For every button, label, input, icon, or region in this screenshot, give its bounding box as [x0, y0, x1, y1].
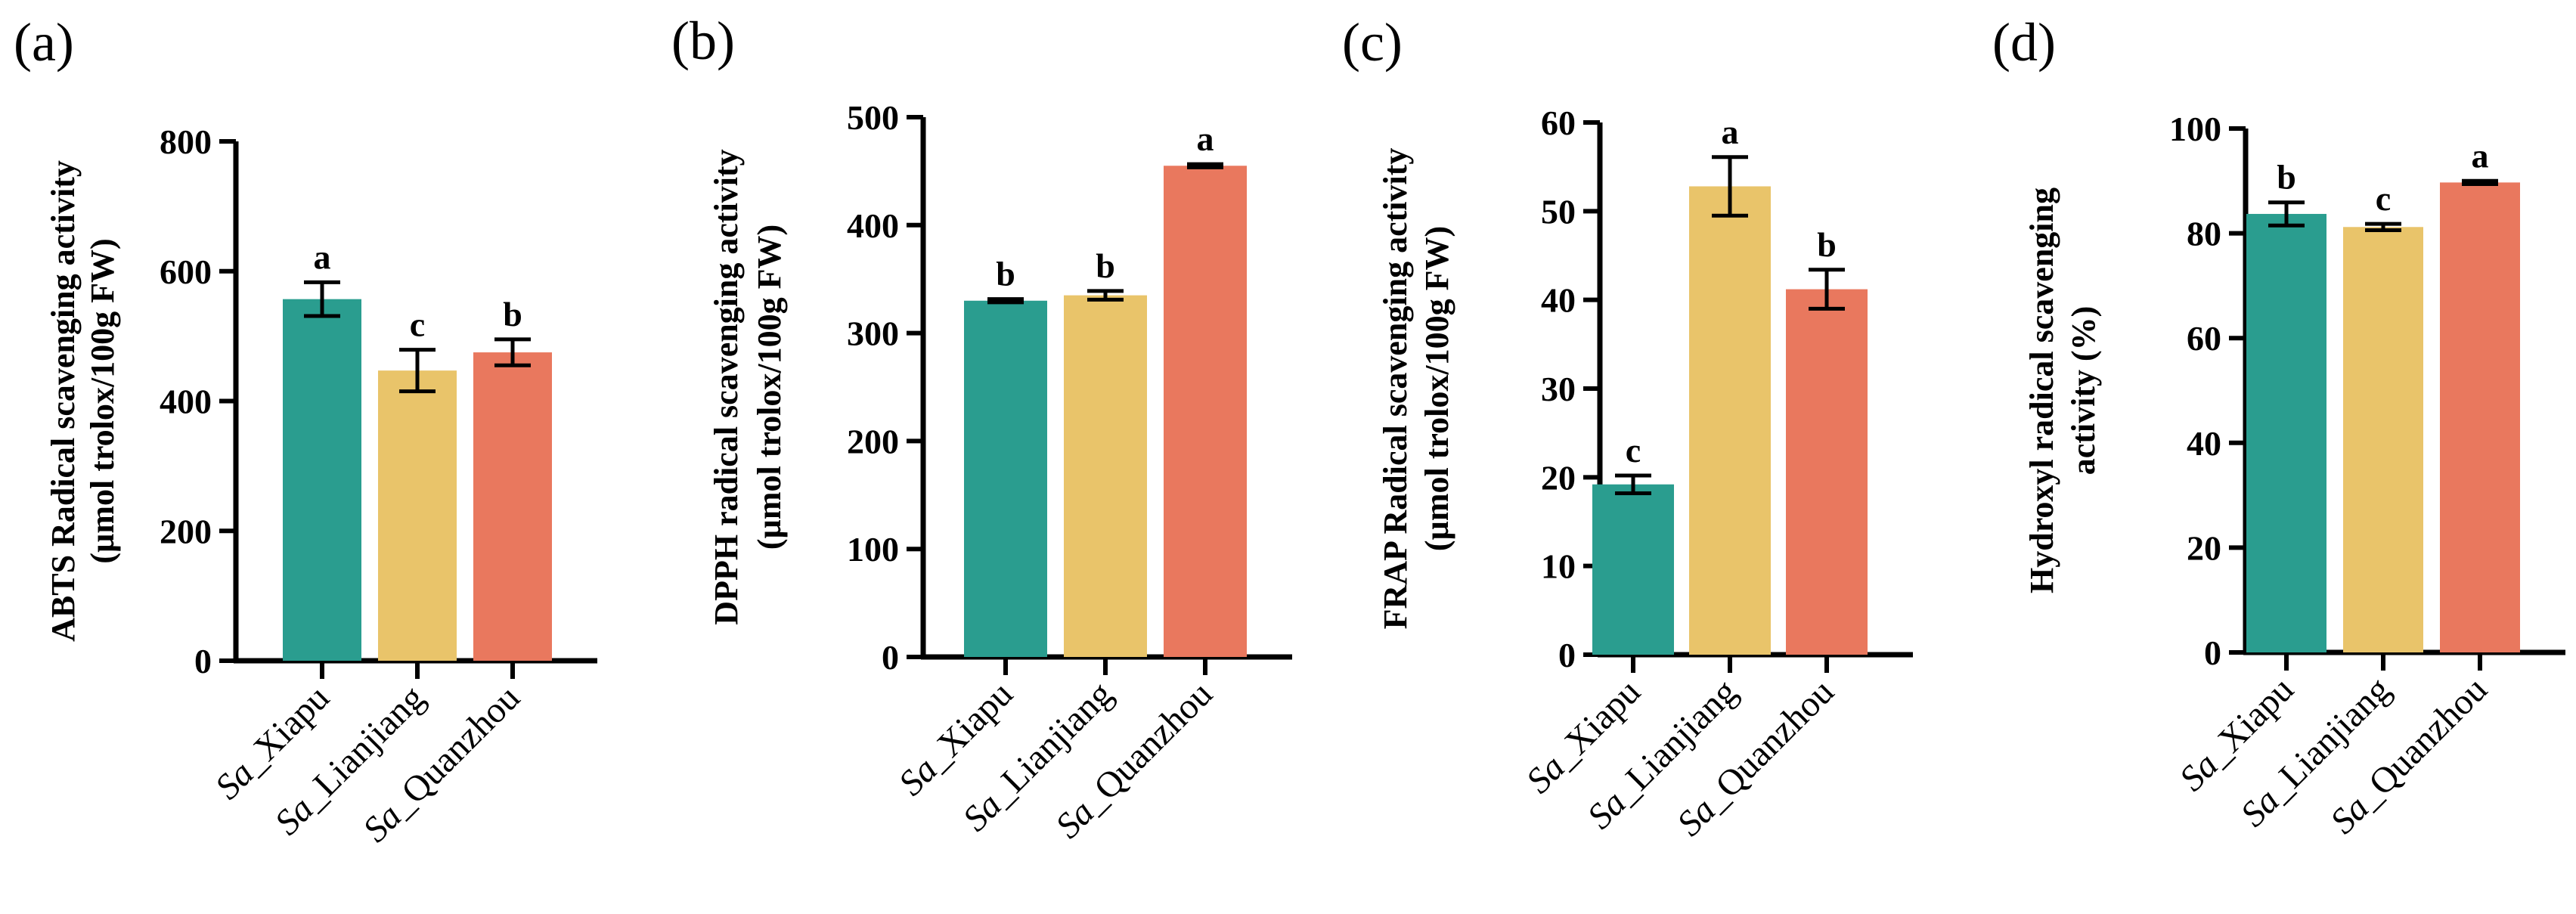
- y-tick-label: 60: [2187, 319, 2221, 358]
- y-axis-title: (µmol trolox/100g FW): [751, 225, 788, 550]
- significance-letter: b: [1817, 225, 1837, 264]
- bar: [2440, 182, 2520, 652]
- y-axis-title: (µmol trolox/100g FW): [84, 238, 121, 563]
- significance-letter: a: [1197, 119, 1214, 158]
- panel-label: (a): [14, 12, 74, 73]
- y-axis-title: DPPH radical scavenging activity: [708, 149, 745, 624]
- chart-panel-a: (a) ABTS Radical scavenging activity (µmol…: [14, 12, 597, 850]
- y-tick-label: 50: [1541, 192, 1576, 231]
- y-tick-label: 100: [2169, 110, 2221, 148]
- y-tick-label: 40: [1541, 281, 1576, 320]
- bar: [964, 300, 1047, 657]
- y-tick-label: 0: [882, 638, 899, 677]
- bar: [2246, 213, 2326, 653]
- significance-letter: b: [503, 295, 522, 333]
- significance-letter: a: [1722, 113, 1739, 151]
- bar: [378, 370, 457, 661]
- y-axis-title: FRAP Radical scavenging activity: [1377, 148, 1414, 630]
- y-tick-label: 800: [160, 122, 212, 161]
- y-tick-label: 200: [160, 512, 212, 550]
- significance-letter: a: [314, 237, 331, 276]
- bar: [2343, 227, 2423, 652]
- chart-panel-b: (b) DPPH radical scavenging activity (µmol…: [671, 11, 1292, 846]
- y-tick-label: 60: [1541, 104, 1576, 142]
- bar: [473, 352, 552, 661]
- y-tick-label: 600: [160, 253, 212, 291]
- y-axis-title: ABTS Radical scavenging activity: [45, 160, 82, 642]
- y-axis-title: Hydroxyl radical scavenging: [2023, 187, 2060, 593]
- significance-letter: b: [2277, 158, 2296, 197]
- y-tick-label: 40: [2187, 424, 2221, 463]
- significance-letter: a: [2472, 136, 2489, 175]
- panel-label: (d): [1992, 12, 2056, 73]
- panel-label: (c): [1342, 12, 1403, 73]
- y-tick-label: 0: [2204, 634, 2221, 672]
- y-tick-label: 300: [847, 314, 899, 353]
- y-tick-label: 10: [1541, 547, 1576, 586]
- y-tick-label: 100: [847, 530, 899, 569]
- panel-label: (b): [671, 11, 735, 71]
- y-tick-label: 0: [194, 642, 212, 680]
- significance-letter: b: [996, 255, 1015, 293]
- y-tick-label: 400: [847, 206, 899, 245]
- bar: [283, 299, 361, 661]
- y-tick-label: 500: [847, 98, 899, 137]
- bar: [1064, 295, 1147, 657]
- significance-letter: c: [410, 305, 425, 344]
- y-tick-label: 400: [160, 383, 212, 421]
- y-tick-label: 200: [847, 422, 899, 460]
- y-axis-title: (µmol trolox/100g FW): [1418, 226, 1455, 551]
- y-tick-label: 0: [1558, 636, 1576, 674]
- chart-panel-d: (d) Hydroxyl radical scavenging activity (…: [1992, 12, 2565, 841]
- y-tick-label: 20: [2187, 528, 2221, 567]
- y-tick-label: 20: [1541, 458, 1576, 497]
- y-axis-title: activity (%): [2065, 306, 2102, 476]
- y-tick-label: 30: [1541, 370, 1576, 408]
- chart-panel-c: (c) FRAP Radical scavenging activity (µmol…: [1342, 12, 1913, 844]
- bar: [1164, 166, 1247, 657]
- bar: [1786, 289, 1868, 655]
- bar: [1592, 484, 1674, 655]
- significance-letter: c: [1626, 431, 1641, 469]
- significance-letter: c: [2376, 179, 2391, 218]
- bar: [1689, 186, 1771, 655]
- significance-letter: b: [1096, 246, 1115, 285]
- y-tick-label: 80: [2187, 215, 2221, 253]
